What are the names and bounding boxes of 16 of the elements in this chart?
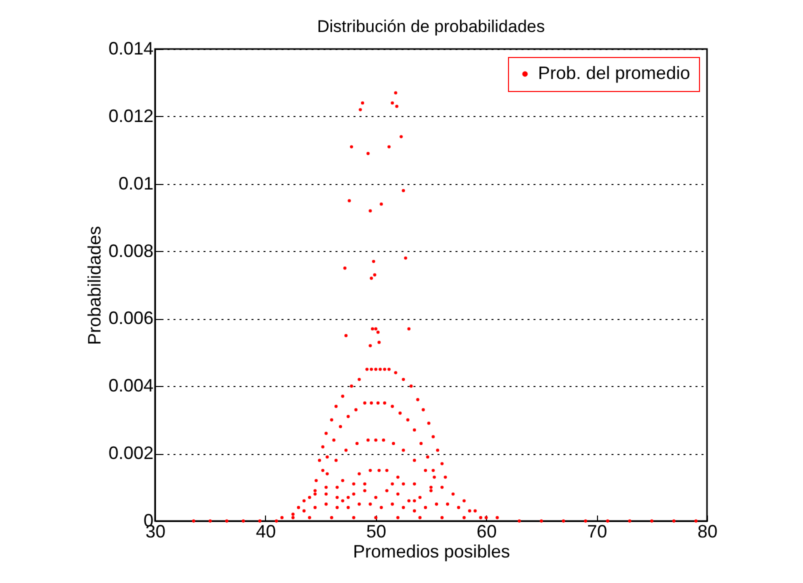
y-tick-label: 0.012 <box>108 106 154 126</box>
y-tick-label: 0.008 <box>108 240 154 261</box>
chart-title: Distribución de probabilidades <box>317 17 545 36</box>
x-tick-label: 60 <box>476 522 497 542</box>
y-tick-label: 0.014 <box>108 38 154 58</box>
y-axis-title: Probabilidades <box>84 226 104 346</box>
y-tick-label: 0.004 <box>108 376 154 396</box>
x-tick-label: 50 <box>366 522 386 542</box>
x-tick-label: 40 <box>256 522 276 542</box>
y-tick-label: 0.002 <box>108 443 154 464</box>
x-axis-title: Promedios posibles <box>352 542 510 562</box>
legend-label: Prob. del promedio <box>538 63 690 83</box>
y-tick-label: 0.006 <box>108 308 154 328</box>
y-tick-label: 0.01 <box>118 173 154 194</box>
x-tick-label: 70 <box>587 522 608 542</box>
x-tick-label: 80 <box>697 522 718 542</box>
